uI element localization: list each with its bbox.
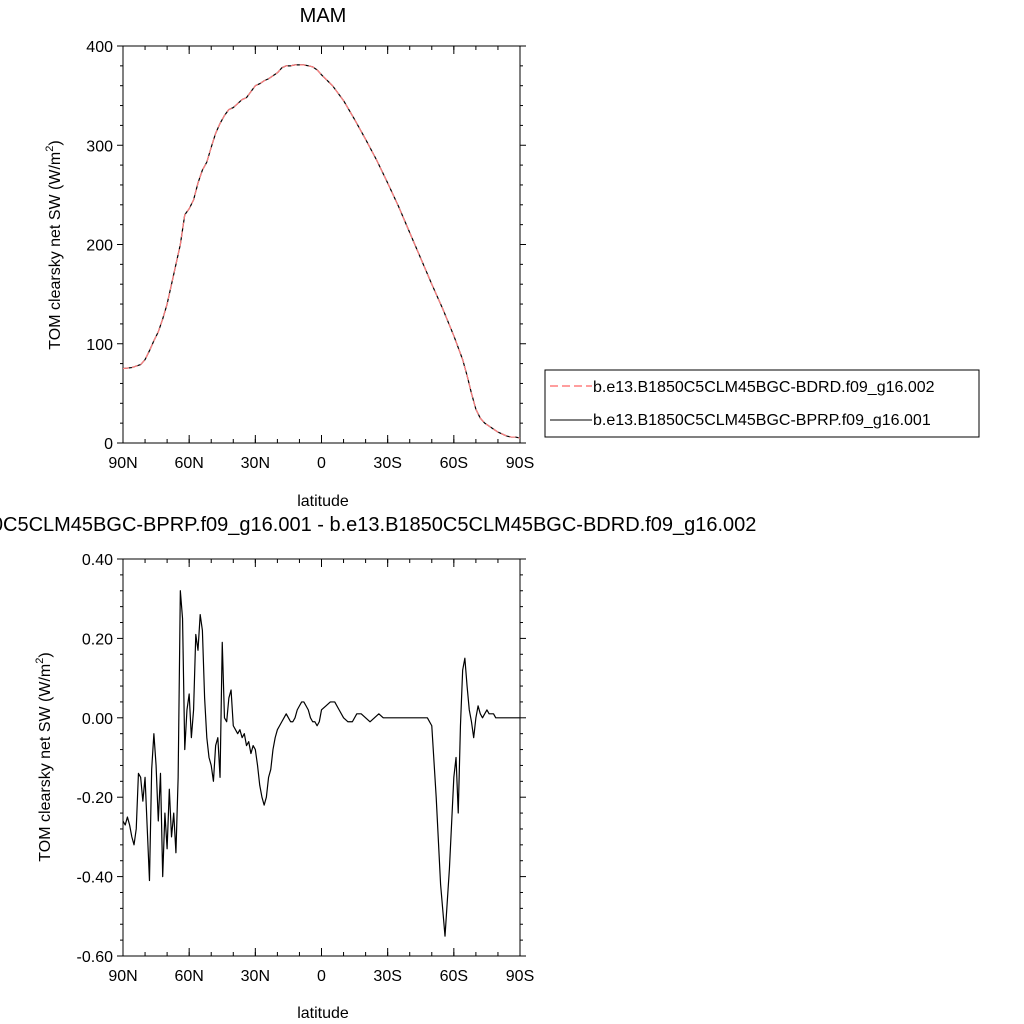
legend-label-bprp: b.e13.B1850C5CLM45BGC-BPRP.f09_g16.001	[593, 412, 931, 429]
bottom-chart-ytick-label: -0.20	[77, 790, 114, 807]
bottom-chart-xtick-label: 90N	[108, 968, 137, 985]
top-chart-ytick-label: 100	[86, 337, 113, 354]
bottom-chart-series-line	[122, 590, 520, 937]
top-chart: MAM 90N 60N 30N 0 30S 60S 90S 0 100 200 300 400 lat…	[44, 5, 534, 510]
bottom-chart-xtick-label: 30N	[241, 968, 270, 985]
bottom-chart-ticks: 90N 60N 30N 0 30S 60S 90S -0.60 -0.40 -0.20 0.00 0.…	[77, 552, 535, 985]
top-chart-xtick-label: 90N	[108, 455, 137, 472]
bottom-chart-ytick-label: -0.40	[77, 870, 114, 887]
top-chart-series	[122, 64, 521, 439]
bottom-chart-xlabel: latitude	[297, 1005, 349, 1022]
bottom-chart-xtick-label: 60N	[174, 968, 203, 985]
legend-box	[544, 369, 980, 438]
bottom-chart-ylabel: TOM clearsky net SW (W/m2)	[34, 652, 54, 861]
legend-label-bdrd: b.e13.B1850C5CLM45BGC-BDRD.f09_g16.002	[593, 379, 935, 396]
bottom-chart-ylabel-sup: 2	[34, 658, 46, 664]
bottom-chart-ytick-label: 0.00	[82, 711, 113, 728]
top-chart-ytick-label: 300	[86, 138, 113, 155]
bottom-chart-xtick-label: 0	[317, 968, 326, 985]
bottom-chart-xtick-label: 60S	[440, 968, 468, 985]
bottom-chart-ylabel-main: TOM clearsky net SW (W/m	[37, 664, 54, 862]
bottom-chart-xtick-label: 30S	[373, 968, 401, 985]
top-chart-ylabel-close: )	[47, 140, 64, 145]
top-chart-series-line	[122, 64, 521, 439]
top-chart-frame	[122, 45, 521, 444]
bottom-chart-ylabel-close: )	[37, 652, 54, 657]
top-chart-xtick-label: 30S	[373, 455, 401, 472]
top-chart-series-line	[122, 64, 521, 439]
legend: b.e13.B1850C5CLM45BGC-BDRD.f09_g16.002 b…	[544, 369, 980, 438]
top-chart-xtick-label: 60N	[174, 455, 203, 472]
top-chart-ylabel-main: TOM clearsky net SW (W/m	[47, 152, 64, 350]
bottom-chart-xtick-label: 90S	[506, 968, 534, 985]
top-chart-ylabel: TOM clearsky net SW (W/m2)	[44, 140, 64, 349]
bottom-chart-ytick-label: 0.20	[82, 631, 113, 648]
top-chart-ytick-label: 200	[86, 238, 113, 255]
bottom-chart-title: b.e13.B1850C5CLM45BGC-BPRP.f09_g16.001 -…	[0, 514, 756, 536]
bottom-chart-ytick-label: -0.60	[77, 949, 114, 966]
top-chart-xtick-label: 90S	[506, 455, 534, 472]
top-chart-xtick-label: 60S	[440, 455, 468, 472]
top-chart-ytick-label: 0	[104, 436, 113, 453]
top-chart-xlabel: latitude	[297, 493, 349, 510]
bottom-chart-series	[122, 590, 520, 937]
top-chart-ticks: 90N 60N 30N 0 30S 60S 90S 0 100 200 300 400	[86, 39, 534, 472]
bottom-chart-ytick-label: 0.40	[82, 552, 113, 569]
top-chart-title: MAM	[300, 5, 347, 27]
top-chart-ylabel-sup: 2	[44, 146, 56, 152]
bottom-chart: b.e13.B1850C5CLM45BGC-BPRP.f09_g16.001 -…	[0, 514, 756, 1022]
top-chart-ytick-label: 400	[86, 39, 113, 56]
top-chart-xtick-label: 0	[317, 455, 326, 472]
top-chart-xtick-label: 30N	[241, 455, 270, 472]
